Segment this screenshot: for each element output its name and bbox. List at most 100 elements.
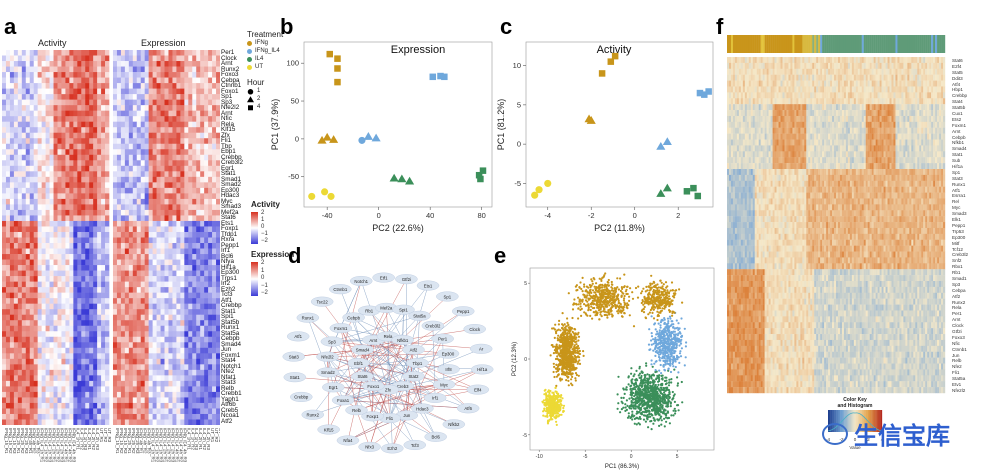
heatmap-cell [204,99,209,106]
heatmap-cell [160,408,165,415]
heatmap-cell [192,220,197,227]
heatmap-cell [176,309,181,315]
heatmap-cell [65,314,70,321]
heatmap-cell [57,419,62,425]
heatmap-cell [29,292,35,299]
heatmap-cell [184,94,189,100]
heatmap-cell [184,347,189,354]
heatmap-cell [200,105,205,111]
heatmap-cell [81,132,86,139]
network-edge [342,309,404,401]
heatmap-cell [41,182,46,189]
heatmap-cell [116,132,122,139]
heatmap-cell [168,88,173,95]
heatmap-cell [196,72,201,78]
heatmap-cell [156,231,161,238]
heatmap-cell [37,364,42,371]
heatmap-cell [65,50,70,56]
heatmap-cell [93,171,98,178]
heatmap-cell [180,259,185,266]
gene-label: Smad3 [221,203,241,210]
heatmap-cell [156,105,161,111]
heatmap-cell [212,325,217,332]
heatmap-cell [168,160,173,167]
heatmap-cell [184,325,189,332]
heatmap-cell [120,336,126,343]
heatmap-cell [65,138,70,145]
heatmap-cell [168,187,173,194]
heatmap-cell [61,127,66,134]
heatmap-cell [73,375,78,382]
heatmap-cell [204,386,209,393]
heatmap-cell [192,369,197,376]
heatmap-cell [160,364,165,371]
heatmap-cell [128,336,134,343]
cell-point [559,349,562,352]
heatmap-cell [5,386,11,393]
heatmap-cell [140,61,145,67]
heatmap-cell [124,171,130,178]
heatmap-cell [148,237,153,244]
heatmap-cell [85,132,90,139]
heatmap-cell [168,413,173,420]
heatmap-cell [128,116,134,122]
heatmap-cell [65,160,70,167]
heatmap-cell [176,187,181,194]
heatmap-cell [156,276,161,282]
heatmap-cell [208,402,213,409]
heatmap-cell [69,237,74,244]
heatmap-cell [21,243,27,249]
cell-point [576,347,579,350]
network-node: Clock [463,324,486,335]
heatmap-cell [21,193,27,200]
heatmap-cell [21,127,27,134]
heatmap-cell [132,160,138,167]
heatmap-cell [69,259,74,266]
heatmap-cell [57,353,62,360]
heatmap-cell [33,347,38,354]
heatmap-cell [49,237,54,244]
heatmap-cell [101,171,106,178]
heatmap-cell [196,99,201,106]
heatmap-cell [212,220,217,227]
heatmap-cell [85,287,90,293]
heatmap-cell [184,160,189,167]
heatmap-cell [192,391,197,398]
heatmap-cell [33,77,38,84]
heatmap-cell [144,342,149,349]
heatmap-cell [13,132,19,139]
heatmap-cell [144,254,149,260]
heatmap-cell [184,353,189,360]
heatmap-cell [160,61,165,67]
heatmap-cell [69,132,74,139]
heatmap-cell [57,116,62,122]
heatmap-cell [37,303,42,310]
heatmap-cell [176,254,181,260]
heatmap-cell [140,347,145,354]
heatmap-cell [13,336,19,343]
network-edge [413,348,482,377]
heatmap-cell [212,149,217,156]
heatmap-cell [85,154,90,161]
heatmap-cell [196,391,201,398]
heatmap-cell [132,66,138,73]
heatmap-cell [212,303,217,310]
heatmap-cell [77,127,82,134]
network-node-label: Irf8 [445,367,452,372]
data-point [662,183,672,192]
heatmap-cell [89,270,94,277]
heatmap-cell [152,336,157,343]
heatmap-cell [69,55,74,62]
heatmap-cell [132,331,138,338]
heatmap-cell [65,209,70,216]
heatmap-cell [41,176,46,183]
heatmap-cell [13,325,19,332]
heatmap-cell [93,231,98,238]
heatmap-cell [53,375,58,382]
heatmap-cell [208,413,213,420]
heatmap-cell [152,265,157,271]
heatmap-cell [53,116,58,122]
heatmap-cell [188,83,193,89]
heatmap-cell [65,243,70,249]
